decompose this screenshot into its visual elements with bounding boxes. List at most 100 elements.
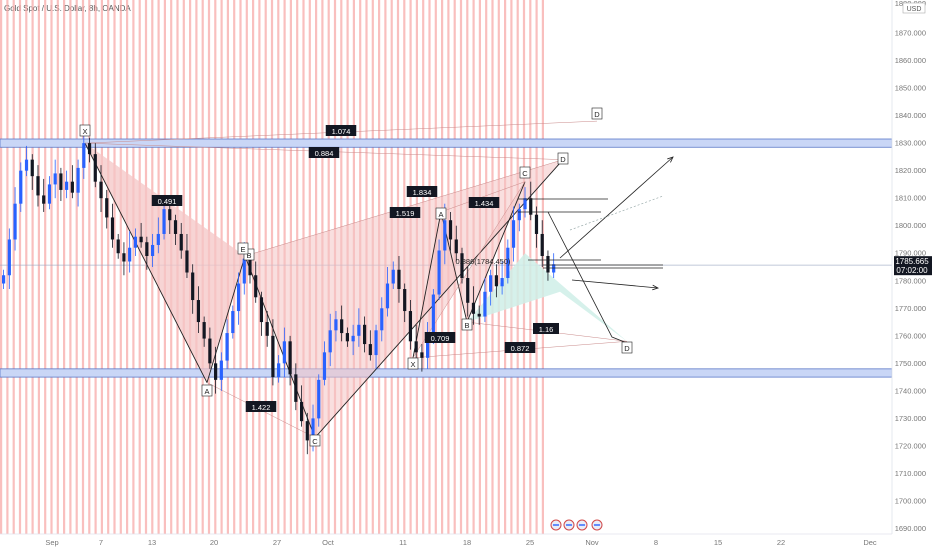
candle-body xyxy=(357,324,361,336)
candle-body xyxy=(305,421,309,441)
chart-title: Gold Spot / U.S. Dollar, 8h, OANDA xyxy=(4,4,131,13)
candle-body xyxy=(380,308,384,331)
projection-arrow-up xyxy=(559,156,674,259)
pattern-point-c: C xyxy=(312,437,318,446)
time-axis: Sep 7 13 20 27 Oct 11 18 25 Nov 8 15 22 Dec xyxy=(0,533,892,547)
session-stripe xyxy=(113,0,116,534)
ratio-label: 0.884 xyxy=(315,149,334,158)
candle-body xyxy=(185,250,189,273)
pattern-point-e: E xyxy=(240,245,245,254)
session-stripe xyxy=(75,0,78,534)
ratio-label-box xyxy=(468,197,500,208)
price-zone xyxy=(0,368,893,378)
price-tick-label: 1850.000 xyxy=(895,84,926,93)
candle-body xyxy=(99,181,103,199)
session-stripe xyxy=(69,0,72,534)
time-tick-label: 22 xyxy=(777,538,785,547)
pattern-point-box xyxy=(79,124,91,137)
candle-body xyxy=(139,236,143,243)
candle-body xyxy=(7,239,11,276)
candle-body xyxy=(414,341,418,353)
price-axis: 1690.000 1700.000 1710.000 1720.000 1730.000… xyxy=(891,0,932,550)
candle-body xyxy=(317,379,321,419)
candle-body xyxy=(133,236,137,248)
pattern-point-a: A xyxy=(204,387,209,396)
candle-body xyxy=(87,143,92,155)
candle-body xyxy=(59,173,63,190)
harmonic-pattern xyxy=(84,120,628,438)
ratio-label: 1.074 xyxy=(332,127,351,136)
drawing-tools xyxy=(518,156,674,344)
candle-body xyxy=(403,289,407,312)
candle-body xyxy=(489,275,493,292)
candle-body xyxy=(19,170,23,204)
current-price-value: 1785.665 xyxy=(895,257,929,266)
candle-body xyxy=(116,239,120,254)
ratio-label: 0.872 xyxy=(511,344,530,353)
countdown-value: 07:02:00 xyxy=(896,266,928,275)
candle-body xyxy=(483,291,487,317)
candle-body xyxy=(265,322,269,336)
candle-body xyxy=(454,239,458,254)
candle-body xyxy=(2,275,6,284)
session-stripe xyxy=(31,0,34,534)
session-stripe xyxy=(245,0,248,534)
candle-body xyxy=(511,220,516,248)
candle-body xyxy=(529,198,533,215)
candle-body xyxy=(500,278,504,287)
session-stripe xyxy=(37,0,40,534)
session-stripe xyxy=(510,0,513,534)
pattern-point-box xyxy=(407,357,419,370)
candle-body xyxy=(179,233,183,251)
price-tick-label: 1730.000 xyxy=(895,414,926,423)
candle-body xyxy=(208,338,212,364)
candle-body xyxy=(219,360,223,380)
session-stripe xyxy=(12,0,15,534)
candle-body xyxy=(236,283,241,312)
pattern-point-d: D xyxy=(624,344,630,353)
candle-body xyxy=(546,255,550,273)
candle-body xyxy=(460,253,464,279)
candle-body xyxy=(477,313,481,317)
pattern-point-c: C xyxy=(522,169,528,178)
session-stripe xyxy=(541,0,544,534)
session-stripe xyxy=(491,0,494,534)
candle-body xyxy=(494,275,498,287)
candle-body xyxy=(202,322,206,339)
candle-body xyxy=(196,300,201,323)
ratio-label-box xyxy=(533,323,559,334)
pattern-guide xyxy=(412,181,526,358)
candle-body xyxy=(225,333,229,361)
ratio-label-box xyxy=(245,401,277,412)
time-tick-label: 20 xyxy=(210,538,218,547)
current-price-tag xyxy=(894,256,932,276)
candle-body xyxy=(105,198,109,218)
pattern-labels: XABECXABCDDD1.0740.8840.4911.8341.5191.4… xyxy=(79,107,633,447)
pattern-leg xyxy=(84,142,208,383)
session-stripe xyxy=(100,0,103,534)
candle-body xyxy=(30,159,34,177)
session-stripe xyxy=(25,0,28,534)
session-stripe xyxy=(63,0,66,534)
price-tick-label: 1710.000 xyxy=(895,469,926,478)
candle-body xyxy=(82,143,86,168)
candle-body xyxy=(431,294,435,336)
pattern-leg xyxy=(466,181,526,323)
retracement-label: 0.886(1784.450) xyxy=(455,257,511,266)
candle-body xyxy=(517,209,521,221)
price-zone xyxy=(0,138,893,148)
candle-body xyxy=(448,220,453,240)
candle-body xyxy=(173,220,178,234)
ratio-label-box xyxy=(308,147,340,158)
price-tick-label: 1840.000 xyxy=(895,111,926,120)
ratio-label-box xyxy=(504,342,536,353)
candles xyxy=(2,129,556,455)
candle-body xyxy=(385,283,390,309)
pattern-point-box xyxy=(519,166,531,179)
time-tick-label: 25 xyxy=(526,538,534,547)
ratio-label-box xyxy=(389,207,421,218)
session-stripe xyxy=(44,0,47,534)
candle-body xyxy=(322,352,327,380)
candle-body xyxy=(374,330,378,356)
